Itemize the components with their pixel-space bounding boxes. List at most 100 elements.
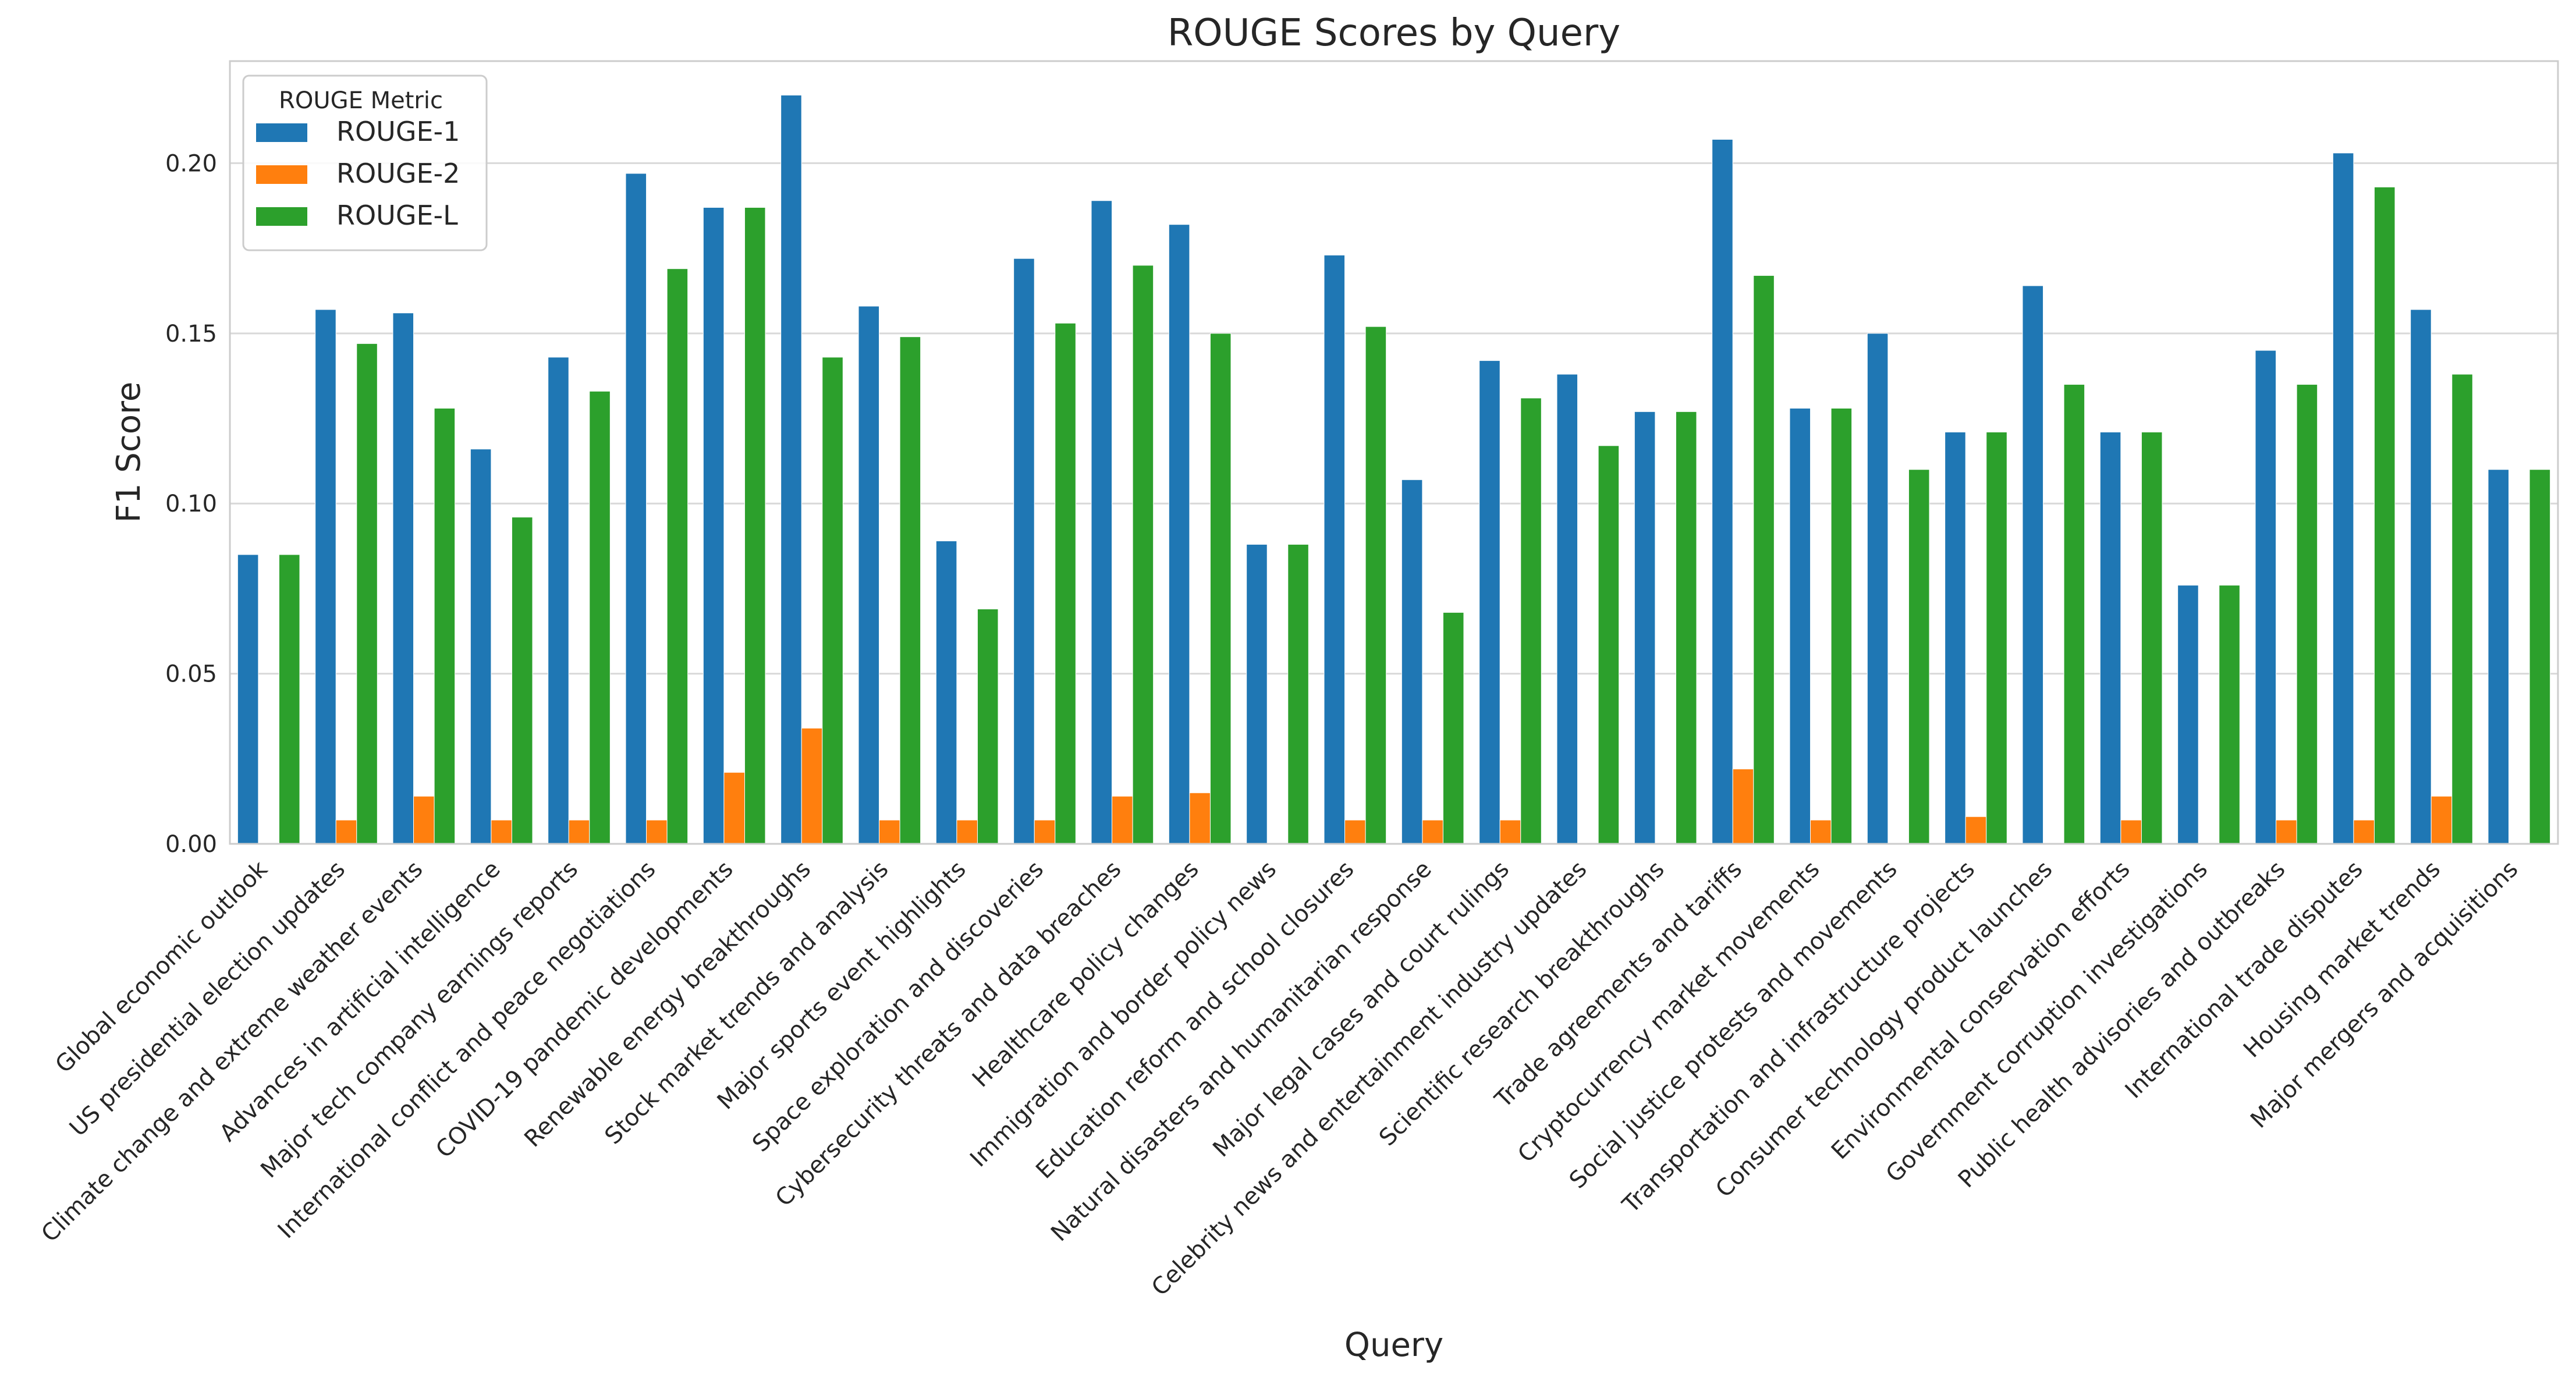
bar-rouge-1-26 — [2255, 350, 2277, 844]
bar-rouge-1-6 — [702, 207, 725, 844]
bar-rouge-1-8 — [858, 306, 880, 844]
bar-rouge-2-6 — [723, 772, 745, 844]
bar-rouge-1-16 — [1479, 360, 1500, 844]
legend-swatch — [256, 207, 307, 226]
bar-rouge-1-29 — [2488, 469, 2510, 844]
bar-rouge-1-20 — [1789, 407, 1811, 844]
bar-rouge-l-29 — [2529, 469, 2551, 844]
x-tick-label: Advances in artificial intelligence — [215, 856, 506, 1147]
x-tick-label: Scientific research breakthroughs — [1374, 856, 1670, 1152]
bar-rouge-1-22 — [1945, 431, 1966, 844]
y-tick-label: 0.15 — [165, 321, 217, 347]
y-ticks: 0.00 0.05 0.10 0.15 0.20 — [165, 150, 217, 858]
bar-rouge-l-22 — [1986, 431, 2007, 844]
plot-frame — [229, 60, 2559, 845]
grid-layer — [230, 162, 2558, 845]
bar-rouge-l-1 — [356, 343, 378, 844]
bar-rouge-l-23 — [2063, 384, 2085, 844]
bar-rouge-2-11 — [1112, 796, 1133, 844]
legend-box — [242, 74, 488, 251]
x-axis-label: Query — [1344, 1326, 1443, 1364]
bar-rouge-2-9 — [956, 819, 978, 844]
bar-rouge-1-7 — [780, 94, 802, 844]
bar-rouge-l-6 — [744, 207, 766, 844]
bar-rouge-2-26 — [2276, 819, 2297, 844]
bar-rouge-l-12 — [1209, 333, 1232, 844]
bars-layer — [237, 94, 2551, 844]
bar-rouge-2-1 — [335, 819, 357, 844]
legend-swatch — [256, 165, 307, 184]
bar-rouge-2-12 — [1189, 792, 1211, 844]
bar-rouge-2-5 — [646, 819, 668, 844]
legend: ROUGE Metric ROUGE-1 ROUGE-2 ROUGE-L — [242, 74, 488, 251]
bar-rouge-1-14 — [1324, 254, 1346, 844]
legend-label: ROUGE-1 — [336, 116, 460, 147]
bar-rouge-1-23 — [2022, 285, 2044, 844]
bar-rouge-2-27 — [2353, 819, 2375, 844]
bar-rouge-l-28 — [2451, 374, 2473, 844]
bar-rouge-1-17 — [1556, 374, 1578, 844]
bar-rouge-l-10 — [1055, 322, 1076, 844]
x-tick-label: Transportation and infrastructure projec… — [1617, 856, 1980, 1219]
bar-rouge-2-28 — [2430, 796, 2453, 844]
bar-rouge-l-15 — [1442, 612, 1464, 844]
bar-rouge-l-19 — [1753, 275, 1775, 844]
bar-rouge-l-21 — [1908, 469, 1930, 844]
bar-rouge-l-13 — [1287, 544, 1309, 844]
bar-rouge-1-1 — [315, 309, 336, 844]
x-tick-label: Space exploration and discoveries — [747, 856, 1049, 1158]
bar-rouge-2-24 — [2120, 819, 2142, 844]
bar-rouge-l-27 — [2373, 186, 2396, 844]
bar-rouge-1-3 — [470, 449, 492, 844]
bar-rouge-l-5 — [666, 268, 689, 844]
bar-rouge-l-3 — [511, 517, 533, 844]
x-tick-label: US presidential election updates — [65, 856, 350, 1142]
chart-title: ROUGE Scores by Query — [1168, 12, 1620, 55]
bar-rouge-1-2 — [392, 313, 414, 844]
x-tick-label: Renewable energy breakthroughs — [519, 856, 816, 1153]
bar-rouge-l-24 — [2141, 431, 2163, 844]
bar-rouge-1-18 — [1634, 411, 1656, 844]
bar-rouge-1-19 — [1712, 139, 1733, 844]
bar-rouge-2-19 — [1732, 768, 1754, 844]
bar-rouge-l-16 — [1520, 397, 1542, 844]
bar-rouge-1-12 — [1168, 224, 1190, 844]
bar-rouge-l-11 — [1132, 265, 1154, 844]
bar-rouge-l-14 — [1365, 326, 1387, 844]
y-tick-label: 0.00 — [165, 831, 217, 858]
bar-rouge-l-7 — [822, 357, 843, 844]
bar-rouge-2-16 — [1499, 819, 1521, 844]
bar-rouge-2-15 — [1422, 819, 1443, 844]
x-tick-label: Stock market trends and analysis — [599, 856, 893, 1150]
bar-rouge-1-25 — [2177, 585, 2199, 844]
bar-rouge-1-10 — [1013, 258, 1035, 844]
y-tick-label: 0.05 — [165, 661, 217, 688]
bar-rouge-1-21 — [1867, 333, 1889, 844]
bar-rouge-1-13 — [1246, 544, 1268, 844]
bar-rouge-l-8 — [899, 336, 921, 844]
bar-rouge-2-14 — [1344, 819, 1366, 844]
bar-rouge-1-4 — [548, 357, 569, 844]
bar-rouge-1-11 — [1091, 200, 1113, 844]
legend-label: ROUGE-2 — [336, 158, 460, 189]
bar-rouge-1-15 — [1401, 479, 1423, 844]
bar-rouge-l-25 — [2219, 585, 2240, 844]
bar-rouge-l-4 — [589, 390, 611, 844]
legend-items: ROUGE-1 ROUGE-2 ROUGE-L — [256, 116, 460, 231]
bar-rouge-1-24 — [2099, 431, 2121, 844]
bar-rouge-2-10 — [1034, 819, 1056, 844]
bar-rouge-1-27 — [2332, 152, 2354, 844]
bar-rouge-l-18 — [1675, 411, 1697, 844]
bar-rouge-l-2 — [434, 407, 456, 844]
legend-label: ROUGE-L — [336, 200, 458, 231]
bar-rouge-2-8 — [879, 819, 900, 844]
bar-rouge-2-7 — [801, 727, 823, 844]
bar-rouge-2-4 — [568, 819, 590, 844]
legend-swatch — [256, 123, 307, 142]
bar-rouge-2-20 — [1810, 819, 1832, 844]
bar-rouge-l-26 — [2296, 384, 2318, 844]
y-axis-label: F1 Score — [110, 382, 148, 523]
